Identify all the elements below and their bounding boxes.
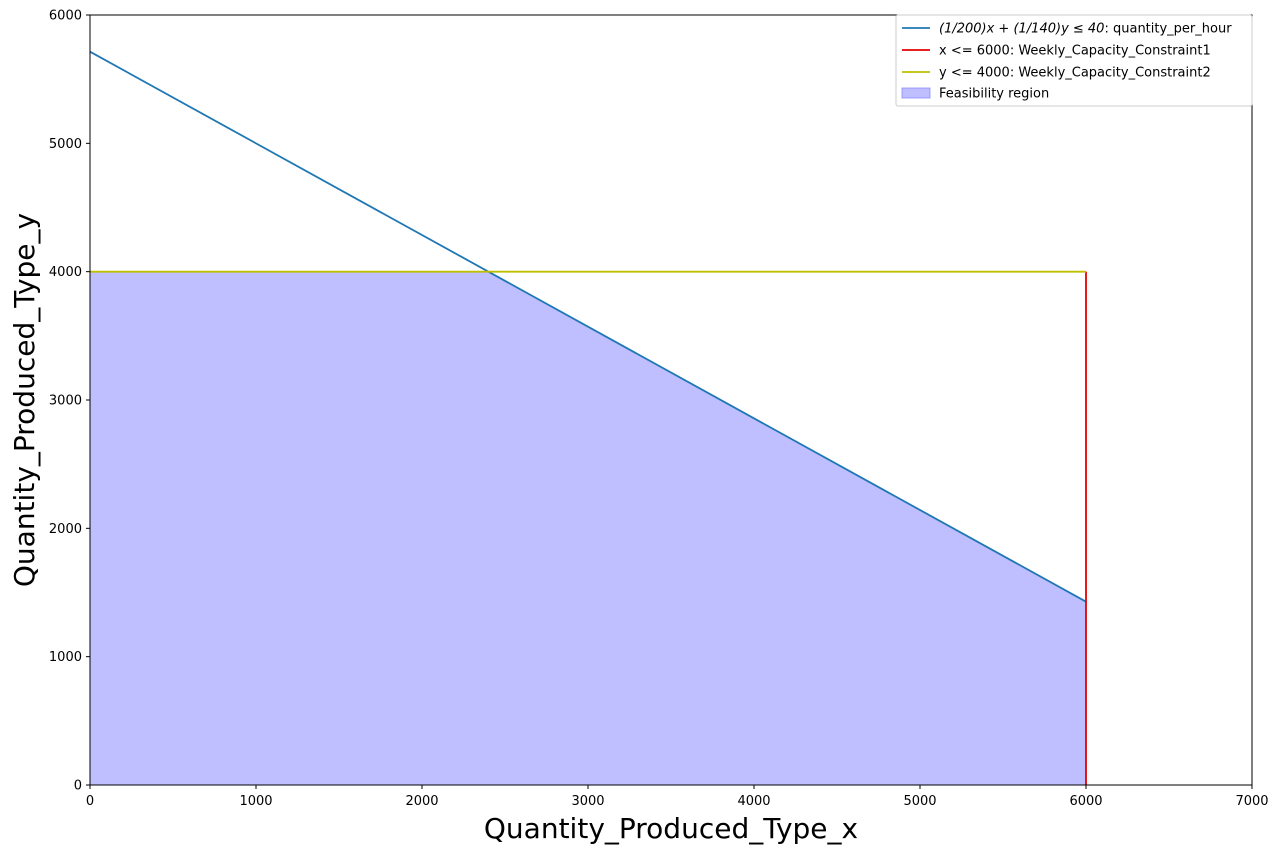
x-tick-label: 5000 xyxy=(903,794,936,809)
y-tick-label: 2000 xyxy=(49,522,82,537)
legend: (1/200)x + (1/140)y ≤ 40: quantity_per_h… xyxy=(895,14,1253,107)
x-axis: 0 1000 2000 3000 4000 5000 6000 7000 xyxy=(86,785,1269,809)
x-tick-label: 1000 xyxy=(239,794,272,809)
y-tick-label: 1000 xyxy=(49,650,82,665)
x-tick-label: 0 xyxy=(86,794,94,809)
series-line-1 xyxy=(89,50,1087,603)
y-tick-label: 4000 xyxy=(49,265,82,280)
x-tick-label: 6000 xyxy=(1069,794,1102,809)
x-tick-label: 2000 xyxy=(405,794,438,809)
legend-label-3: y <= 4000: Weekly_Capacity_Constraint2 xyxy=(939,66,1211,81)
x-tick-label: 3000 xyxy=(571,794,604,809)
y-tick-label: 5000 xyxy=(49,137,82,152)
x-tick-label: 4000 xyxy=(737,794,770,809)
legend-swatch-region xyxy=(901,87,931,99)
legend-label-1: (1/200)x + (1/140)y ≤ 40: quantity_per_h… xyxy=(939,22,1232,37)
y-axis-title: Quantity_Produced_Type_y xyxy=(8,213,41,587)
y-tick-label: 3000 xyxy=(49,394,82,409)
x-axis-title: Quantity_Produced_Type_x xyxy=(484,812,858,845)
y-axis: 0 1000 2000 3000 4000 5000 6000 xyxy=(49,9,90,794)
legend-label-region: Feasibility region xyxy=(939,87,1049,102)
legend-label-2: x <= 6000: Weekly_Capacity_Constraint1 xyxy=(939,44,1211,59)
x-tick-label: 7000 xyxy=(1235,794,1268,809)
feasibility-region-layer xyxy=(90,271,1086,786)
legend-box xyxy=(895,14,1253,107)
feasibility-region xyxy=(90,271,1086,786)
y-tick-label: 0 xyxy=(74,779,82,794)
series-layer xyxy=(89,50,1087,785)
y-tick-label: 6000 xyxy=(49,9,82,24)
